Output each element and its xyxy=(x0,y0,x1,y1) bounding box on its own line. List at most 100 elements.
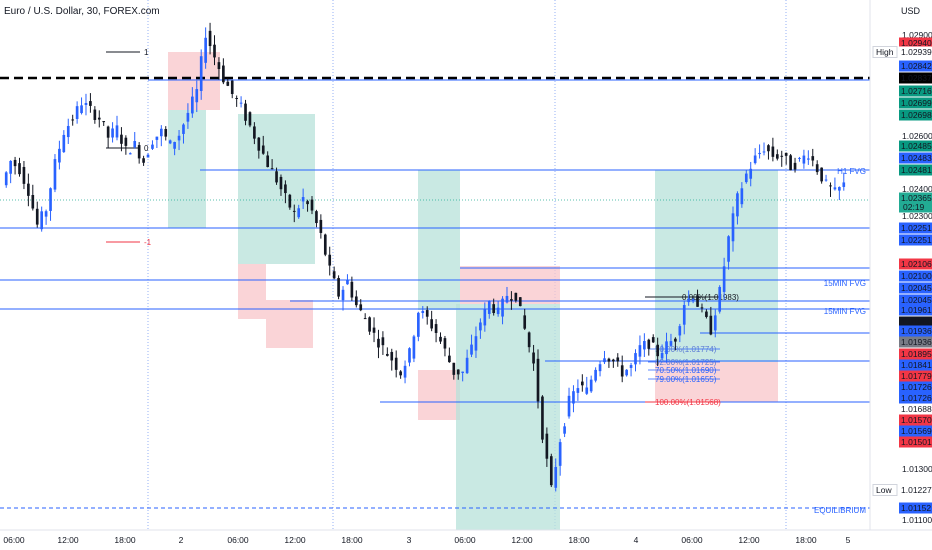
candle-body xyxy=(736,193,739,217)
price-tag-text: 1.02100 xyxy=(901,271,932,281)
candle-body xyxy=(492,304,496,314)
price-tag-box xyxy=(899,60,932,72)
price-tag-box xyxy=(899,370,932,382)
candle-body xyxy=(740,188,744,205)
candle-body xyxy=(297,208,301,218)
candle-body xyxy=(58,148,61,163)
candle-body xyxy=(27,183,30,196)
candle-body xyxy=(727,236,730,262)
candle-body xyxy=(425,310,429,317)
price-tag-box xyxy=(899,222,932,234)
candle-body xyxy=(421,310,425,314)
candle-body xyxy=(470,344,473,355)
candle-body xyxy=(576,388,580,393)
fib-one-label: 1 xyxy=(144,48,149,57)
candle-body xyxy=(541,396,544,440)
candle-body xyxy=(483,308,487,326)
price-tag-box xyxy=(899,348,932,360)
price-tag-box xyxy=(899,270,932,282)
price-tag-text: 1.01936 xyxy=(901,337,932,347)
price-tick-label: 1.01100 xyxy=(902,515,932,525)
price-tag: 1.02716 xyxy=(899,85,932,97)
price-tag-text: 1.01152 xyxy=(901,503,931,513)
candle-body xyxy=(807,158,810,160)
price-tag-text: 1.01688 xyxy=(901,404,932,414)
candle-body xyxy=(292,210,296,212)
time-tick-label: 2 xyxy=(179,535,184,545)
price-tag: 1.02045 xyxy=(899,282,932,294)
candle-body xyxy=(749,168,753,179)
candle-body xyxy=(443,338,447,349)
price-tag-box xyxy=(899,336,932,348)
price-tag: 1.01227 Low xyxy=(872,484,932,496)
time-tick-label: 12:00 xyxy=(511,535,533,545)
price-tag-box xyxy=(899,359,932,371)
candle-body xyxy=(84,103,88,105)
candle-body xyxy=(833,187,837,190)
candle-body xyxy=(13,159,17,167)
price-tag: 1.01779 xyxy=(899,370,932,382)
candle-body xyxy=(412,336,416,359)
price-tag-text: 1.02485 xyxy=(901,141,932,151)
candle-body xyxy=(341,289,345,301)
price-tag: 1.02100 xyxy=(899,270,932,282)
candle-body xyxy=(301,197,305,202)
candle-body xyxy=(399,371,402,376)
bearish-zone xyxy=(168,52,220,110)
price-tag: 1.01569 xyxy=(899,425,932,437)
price-tag-box xyxy=(899,436,932,448)
candle-body xyxy=(815,164,819,173)
candle-body xyxy=(820,167,823,182)
candle-body xyxy=(612,359,615,362)
candle-body xyxy=(377,338,380,348)
candle-body xyxy=(354,296,358,306)
price-tag-box xyxy=(899,192,932,213)
candle-body xyxy=(647,339,651,349)
bullish-zone xyxy=(418,170,460,310)
price-tag: 1.02698 xyxy=(899,109,932,121)
candle-body xyxy=(182,124,185,134)
candle-body xyxy=(128,153,132,155)
candle-body xyxy=(549,456,553,486)
candle-body xyxy=(133,141,137,148)
price-tag: 1.02045 xyxy=(899,294,932,306)
candle-body xyxy=(643,341,646,350)
candle-body xyxy=(824,179,828,181)
candle-body xyxy=(337,278,340,297)
price-tag-text: 1.02106 xyxy=(901,259,932,269)
fib-label: 79.00%(1.01655) xyxy=(655,375,717,384)
candle-body xyxy=(563,426,566,434)
time-tick-label: 4 xyxy=(634,535,639,545)
bearish-zone xyxy=(460,266,560,304)
fib-label: 0.00%(1.01983) xyxy=(682,293,739,302)
candle-body xyxy=(66,125,70,138)
bearish-zone xyxy=(655,362,778,402)
candle-body xyxy=(124,137,128,146)
candle-body xyxy=(798,157,801,159)
candle-body xyxy=(811,156,815,161)
price-tag: 1.01688 xyxy=(899,403,932,415)
time-tick-label: 06:00 xyxy=(3,535,25,545)
candle-body xyxy=(572,391,575,404)
candle-body xyxy=(722,266,726,292)
price-tag: 1.02699 xyxy=(899,97,932,109)
candle-body xyxy=(381,337,385,346)
candle-body xyxy=(80,105,83,114)
candle-body xyxy=(306,201,309,205)
time-tick-label: 12:00 xyxy=(57,535,79,545)
candle-body xyxy=(142,158,145,163)
price-tag-text: 1.01895 xyxy=(901,349,932,359)
candle-body xyxy=(4,172,8,186)
price-tag-text: 1.02837 xyxy=(901,73,932,83)
level-label: H1 FVG xyxy=(837,167,866,176)
candle-body xyxy=(146,154,150,158)
candle-body xyxy=(230,80,234,95)
candle-body xyxy=(89,101,92,106)
candle-body xyxy=(474,336,478,351)
time-tick-label: 06:00 xyxy=(681,535,703,545)
price-tag-text: 1.01570 xyxy=(901,415,932,425)
candle-body xyxy=(111,128,114,138)
price-tag-text: 1.02939 xyxy=(901,47,932,57)
price-tag-box xyxy=(899,164,932,176)
